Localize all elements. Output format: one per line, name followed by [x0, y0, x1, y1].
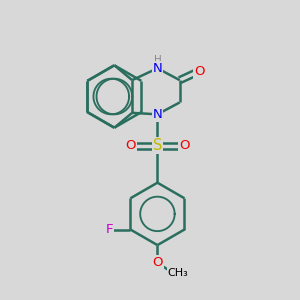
Text: O: O: [125, 139, 136, 152]
Text: N: N: [153, 108, 162, 121]
Text: N: N: [153, 62, 162, 75]
Text: S: S: [153, 138, 162, 153]
Text: O: O: [179, 139, 189, 152]
Text: O: O: [152, 256, 163, 269]
Text: H: H: [154, 55, 161, 65]
Text: CH₃: CH₃: [168, 268, 189, 278]
Text: O: O: [194, 65, 204, 78]
Text: F: F: [106, 223, 113, 236]
